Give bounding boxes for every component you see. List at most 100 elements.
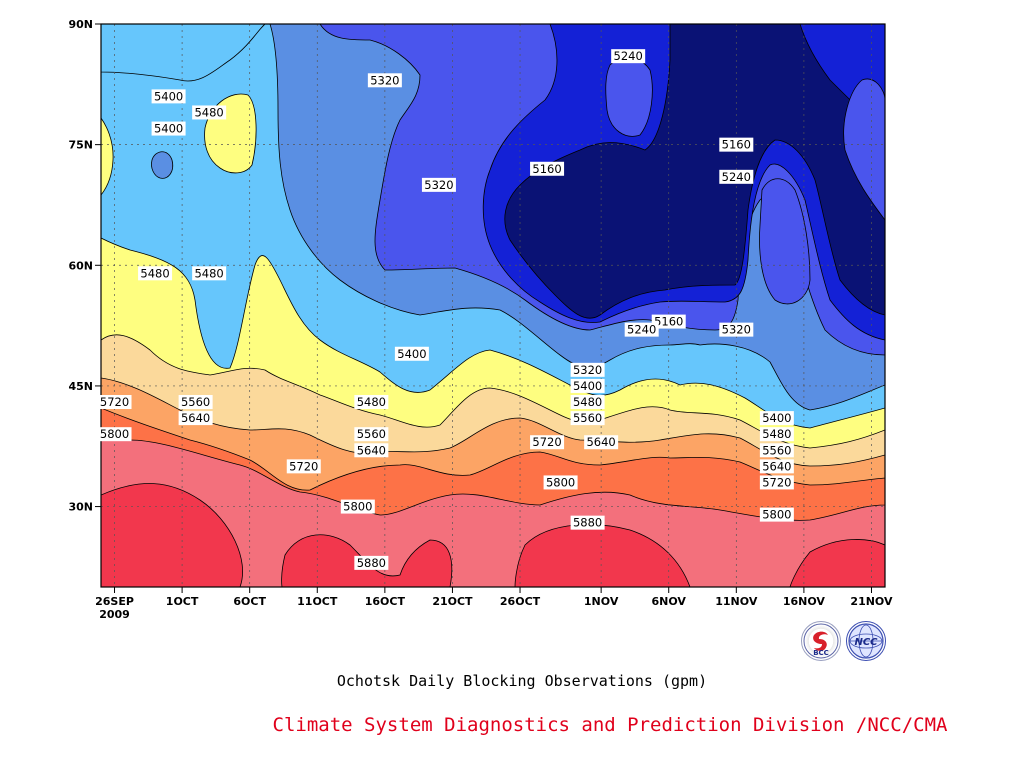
contour-label-5320: 5320: [367, 73, 402, 88]
contour-label-bg: [178, 395, 213, 410]
contour-label-bg: [624, 322, 659, 337]
contour-label-text: 5240: [627, 323, 656, 337]
contour-label-5560: 5560: [759, 443, 794, 458]
chart-subtitle: Ochotsk Daily Blocking Observations (gpm…: [336, 672, 708, 690]
x-tick-label: 11OCT: [297, 595, 338, 608]
contour-label-bg: [570, 395, 605, 410]
contour-label-5720: 5720: [759, 475, 794, 490]
band-5240-lobe-nov: [605, 57, 653, 137]
contour-label-5800: 5800: [759, 508, 794, 522]
contour-label-text: 5160: [722, 138, 751, 152]
band-lt5160: [504, 24, 885, 319]
contour-label-5480: 5480: [192, 266, 227, 281]
contour-label-text: 5560: [181, 395, 210, 409]
contour-label-5240: 5240: [719, 169, 754, 184]
band-5480-cap: [101, 24, 266, 82]
contour-label-5480: 5480: [354, 395, 389, 410]
y-tick-label: 75N: [68, 139, 93, 152]
contour-label-5880: 5880: [570, 515, 605, 530]
ncc-logo-text: NCC: [854, 637, 878, 648]
contour-label-5560: 5560: [178, 395, 213, 410]
contour-label-bg: [340, 499, 375, 514]
x-tick-label: 6OCT: [233, 595, 266, 608]
contour-label-text: 5720: [289, 459, 318, 473]
contour-label-bg: [192, 105, 227, 120]
x-tick-label: 16OCT: [365, 595, 406, 608]
contour-label-bg: [151, 89, 186, 104]
contour-label-5560: 5560: [570, 411, 605, 426]
contour-label-bg: [719, 322, 754, 337]
contour-label-bg: [354, 443, 389, 458]
contour-label-5160: 5160: [651, 314, 686, 329]
contour-label-text: 5400: [397, 347, 426, 361]
x-tick-label: 21OCT: [432, 595, 473, 608]
contour-label-bg: [611, 49, 646, 64]
contour-label-5400: 5400: [151, 89, 186, 104]
contour-label-text: 5560: [573, 411, 602, 425]
contour-label-text: 5480: [194, 105, 223, 119]
contour-label-5160: 5160: [530, 161, 565, 176]
contour-label-bg: [530, 435, 565, 450]
contour-label-text: 5400: [154, 122, 183, 136]
contour-label-5480: 5480: [759, 427, 794, 442]
band-5320-cutoff: [151, 151, 174, 179]
contour-label-5720: 5720: [286, 459, 321, 474]
contour-label-5640: 5640: [354, 443, 389, 458]
contour-label-5400: 5400: [394, 346, 429, 361]
contour-label-5240: 5240: [624, 322, 659, 337]
x-tick-label: 1NOV: [584, 595, 619, 608]
contour-label-text: 5800: [546, 475, 575, 489]
contour-label-5640: 5640: [584, 435, 619, 450]
y-axis: 30N 45N 60N 75N 90N: [68, 18, 101, 514]
contour-label-text: 5240: [722, 170, 751, 184]
contour-label-5320: 5320: [570, 362, 605, 377]
bcc-logo-text: BCC: [813, 649, 829, 657]
contour-label-5640: 5640: [759, 459, 794, 474]
contour-label-text: 5320: [424, 178, 453, 192]
contour-label-5480: 5480: [570, 395, 605, 410]
contour-label-bg: [759, 427, 794, 442]
contour-label-bg: [530, 161, 565, 176]
contour-label-5800: 5800: [543, 475, 578, 490]
contour-label-bg: [286, 459, 321, 474]
contour-label-5400: 5400: [570, 378, 605, 393]
contour-label-5400: 5400: [151, 121, 186, 136]
contour-label-text: 5880: [573, 516, 602, 530]
contour-label-bg: [584, 435, 619, 450]
contour-label-text: 5480: [357, 395, 386, 409]
contour-label-text: 5400: [762, 411, 791, 425]
contour-label-5240: 5240: [611, 49, 646, 64]
contour-label-bg: [759, 459, 794, 474]
contour-label-text: 5800: [100, 427, 129, 441]
contour-label-bg: [178, 411, 213, 426]
contour-labels: 5400540054805320524051605240516053205480…: [97, 49, 794, 570]
contour-label-text: 5480: [762, 427, 791, 441]
band-5240-lobe-east: [843, 78, 885, 221]
contour-label-5480: 5480: [138, 266, 173, 281]
contour-label-bg: [759, 443, 794, 458]
x-tick-label: 26SEP: [95, 595, 134, 608]
contour-label-bg: [394, 346, 429, 361]
bcc-logo: BCC: [801, 621, 841, 661]
contour-label-bg: [570, 362, 605, 377]
y-tick-label: 90N: [68, 18, 93, 31]
contour-label-bg: [354, 427, 389, 442]
contour-label-text: 5560: [357, 427, 386, 441]
contour-label-bg: [97, 427, 132, 442]
contour-label-text: 5400: [154, 89, 183, 103]
contour-label-bg: [367, 73, 402, 88]
contour-label-bg: [759, 475, 794, 490]
contour-label-bg: [570, 378, 605, 393]
contour-label-bg: [354, 395, 389, 410]
contour-fields: [101, 24, 885, 587]
x-tick-label: 2009: [99, 608, 130, 621]
contour-label-text: 5400: [573, 379, 602, 393]
contour-label-bg: [138, 266, 173, 281]
ncc-logo: NCC: [846, 621, 886, 661]
contour-label-text: 5720: [762, 475, 791, 489]
contour-label-text: 5160: [532, 162, 561, 176]
credit-line: Climate System Diagnostics and Predictio…: [272, 714, 948, 736]
contour-label-text: 5800: [343, 500, 372, 514]
contour-label-5480: 5480: [192, 105, 227, 120]
x-tick-label: 1OCT: [166, 595, 199, 608]
